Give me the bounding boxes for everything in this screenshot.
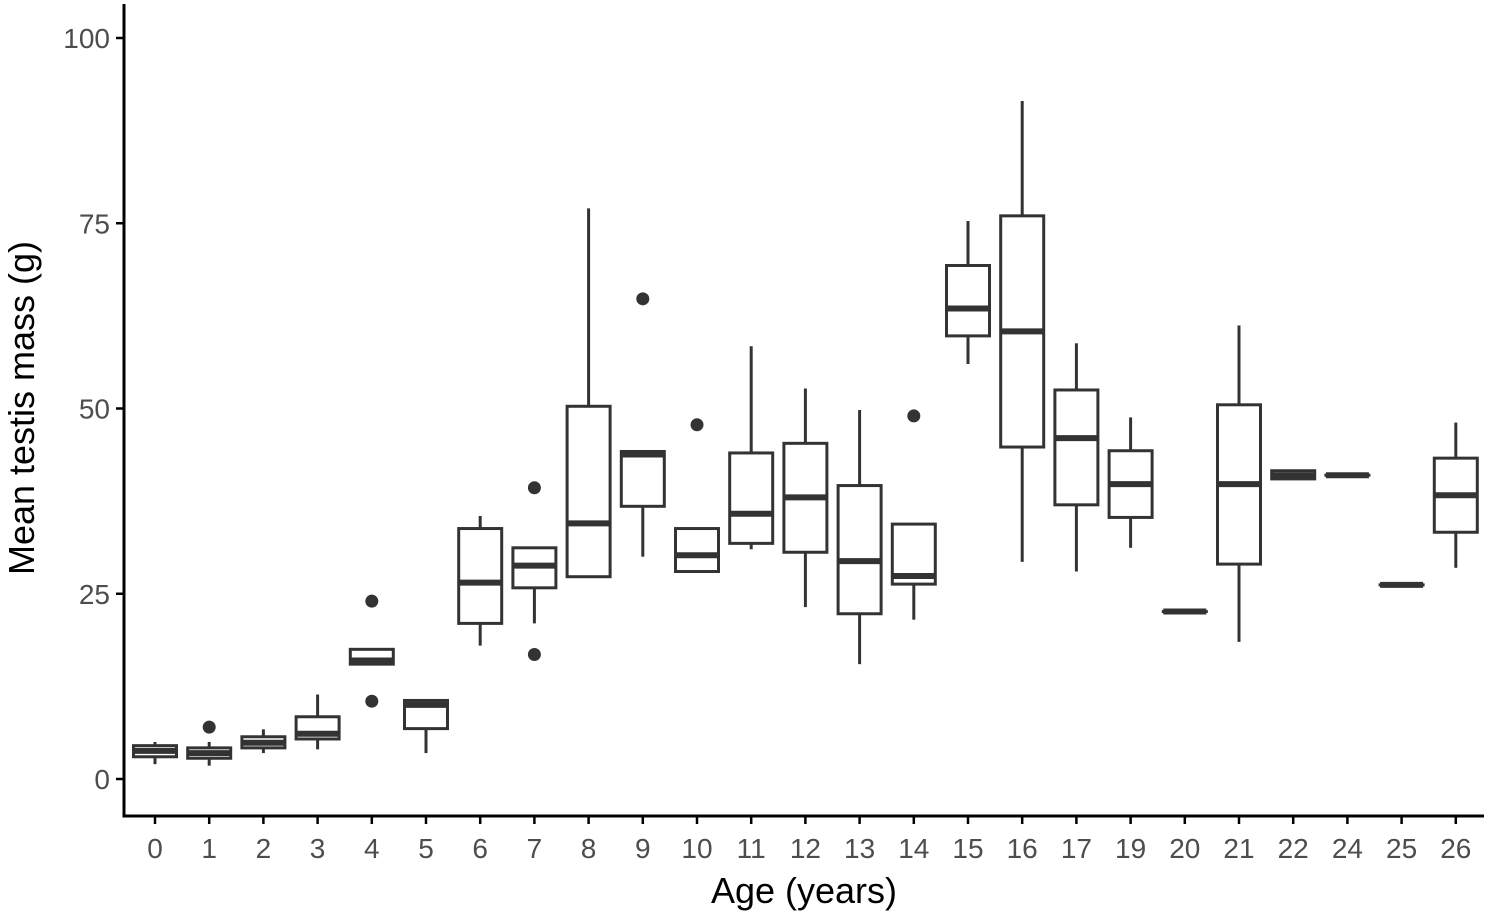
x-tick-label: 3	[310, 833, 326, 864]
box-group	[403, 698, 449, 754]
x-tick-label: 19	[1115, 833, 1146, 864]
box-group	[999, 100, 1046, 562]
x-axis-ticks: 0 1 2 3 4 5 6 7 8 9 10 11 12 13 14 15 16 17 19 20 21 22 24 25 26	[147, 816, 1471, 864]
x-tick-label: 13	[844, 833, 875, 864]
box-group	[619, 292, 666, 557]
x-tick-label: 9	[635, 833, 651, 864]
box-series	[132, 100, 1479, 766]
x-tick-label: 12	[790, 833, 821, 864]
box-group	[457, 515, 504, 646]
box-group	[674, 418, 720, 574]
x-tick-label: 11	[737, 833, 766, 864]
x-tick-label: 6	[472, 833, 488, 864]
box-iqr	[728, 451, 775, 545]
box-group	[836, 409, 883, 665]
y-tick-label: 25	[79, 579, 110, 610]
box-iqr	[836, 484, 883, 616]
box-group	[348, 594, 395, 708]
box-iqr	[619, 449, 666, 508]
box-group	[1053, 343, 1100, 572]
x-tick-label: 8	[581, 833, 597, 864]
box-iqr	[674, 527, 720, 574]
box-group	[294, 694, 341, 750]
box-group	[1107, 417, 1154, 548]
x-tick-label: 4	[364, 833, 380, 864]
box-group	[132, 741, 178, 765]
box-group	[511, 481, 558, 662]
outlier-point	[365, 594, 379, 608]
x-tick-label: 24	[1332, 833, 1363, 864]
box-group	[1432, 422, 1479, 568]
y-tick-label: 75	[79, 208, 110, 239]
x-axis-title: Age (years)	[711, 870, 897, 911]
x-tick-label: 1	[201, 833, 217, 864]
box-iqr	[565, 404, 612, 579]
y-axis-title: Mean testis mass (g)	[1, 241, 42, 575]
y-tick-label: 0	[94, 764, 110, 795]
x-tick-label: 0	[147, 833, 163, 864]
box-group	[1216, 325, 1262, 642]
y-axis-ticks: 0 25 50 75 100	[63, 23, 124, 795]
x-tick-label: 7	[527, 833, 543, 864]
x-tick-label: 10	[681, 833, 712, 864]
box-group	[890, 409, 937, 620]
box-group	[240, 729, 287, 754]
x-tick-label: 21	[1223, 833, 1254, 864]
x-tick-label: 2	[256, 833, 272, 864]
box-iqr	[945, 263, 991, 338]
box-group	[1270, 469, 1317, 481]
outlier-point	[690, 418, 704, 432]
x-tick-label: 25	[1386, 833, 1417, 864]
x-tick-label: 17	[1061, 833, 1092, 864]
x-tick-label: 20	[1169, 833, 1200, 864]
box-group	[945, 221, 991, 365]
x-tick-label: 5	[418, 833, 434, 864]
x-tick-label: 26	[1440, 833, 1471, 864]
x-tick-label: 15	[952, 833, 983, 864]
y-tick-label: 100	[63, 23, 110, 54]
box-iqr	[457, 527, 504, 625]
outlier-point	[636, 292, 650, 306]
outlier-point	[527, 648, 541, 662]
box-group	[782, 388, 829, 608]
box-group	[565, 208, 612, 579]
box-iqr	[1053, 388, 1100, 507]
box-group	[728, 346, 775, 550]
x-tick-label: 16	[1007, 833, 1038, 864]
box-group	[186, 720, 233, 766]
outlier-point	[907, 409, 921, 423]
outlier-point	[202, 720, 216, 734]
x-tick-label: 14	[898, 833, 929, 864]
x-tick-label: 22	[1278, 833, 1309, 864]
outlier-point	[527, 481, 541, 495]
outlier-point	[365, 694, 379, 708]
y-tick-label: 50	[79, 394, 110, 425]
